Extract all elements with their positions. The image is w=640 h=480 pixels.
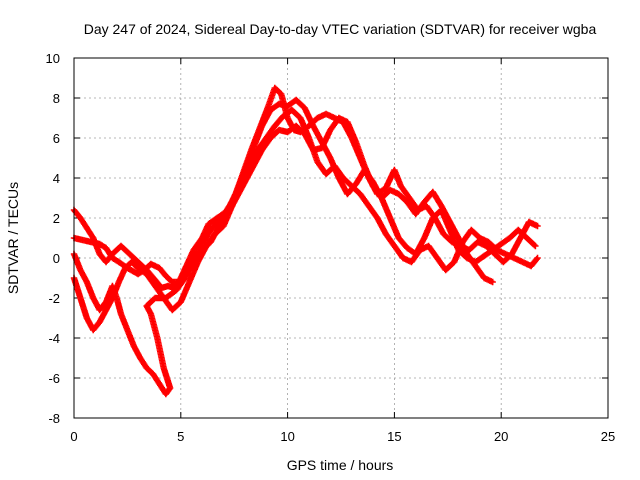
y-tick-label: 8 [53,91,60,106]
x-tick-label: 10 [280,429,294,444]
y-tick-label: 10 [46,51,60,66]
y-tick-label: -2 [48,291,60,306]
data-point [533,255,540,263]
x-tick-label: 15 [387,429,401,444]
y-tick-labels: -8 -6 -4 -2 0 2 4 6 8 10 [46,51,60,426]
data-point [531,241,538,249]
plot-frame [73,57,609,419]
data-point [534,222,541,230]
x-tick-label: 25 [601,429,615,444]
chart-title: Day 247 of 2024, Sidereal Day-to-day VTE… [84,21,597,37]
y-tick-label: -6 [48,371,60,386]
y-tick-label: -4 [48,331,60,346]
y-tick-label: 6 [53,131,60,146]
x-axis-label: GPS time / hours [287,457,394,473]
x-tick-labels: 0 5 10 15 20 25 [70,429,615,444]
y-tick-label: 2 [53,211,60,226]
y-axis-label: SDTVAR / TECUs [5,182,21,294]
data-point [532,242,539,250]
x-tick-label: 0 [70,429,77,444]
data-point [489,278,496,286]
series-4 [70,106,541,334]
data-point [534,254,541,262]
series-group [70,84,541,398]
y-tick-label: 0 [53,251,60,266]
x-tick-label: 20 [494,429,508,444]
y-tick-label: 4 [53,171,60,186]
y-tick-label: -8 [48,411,60,426]
x-tick-label: 5 [177,429,184,444]
